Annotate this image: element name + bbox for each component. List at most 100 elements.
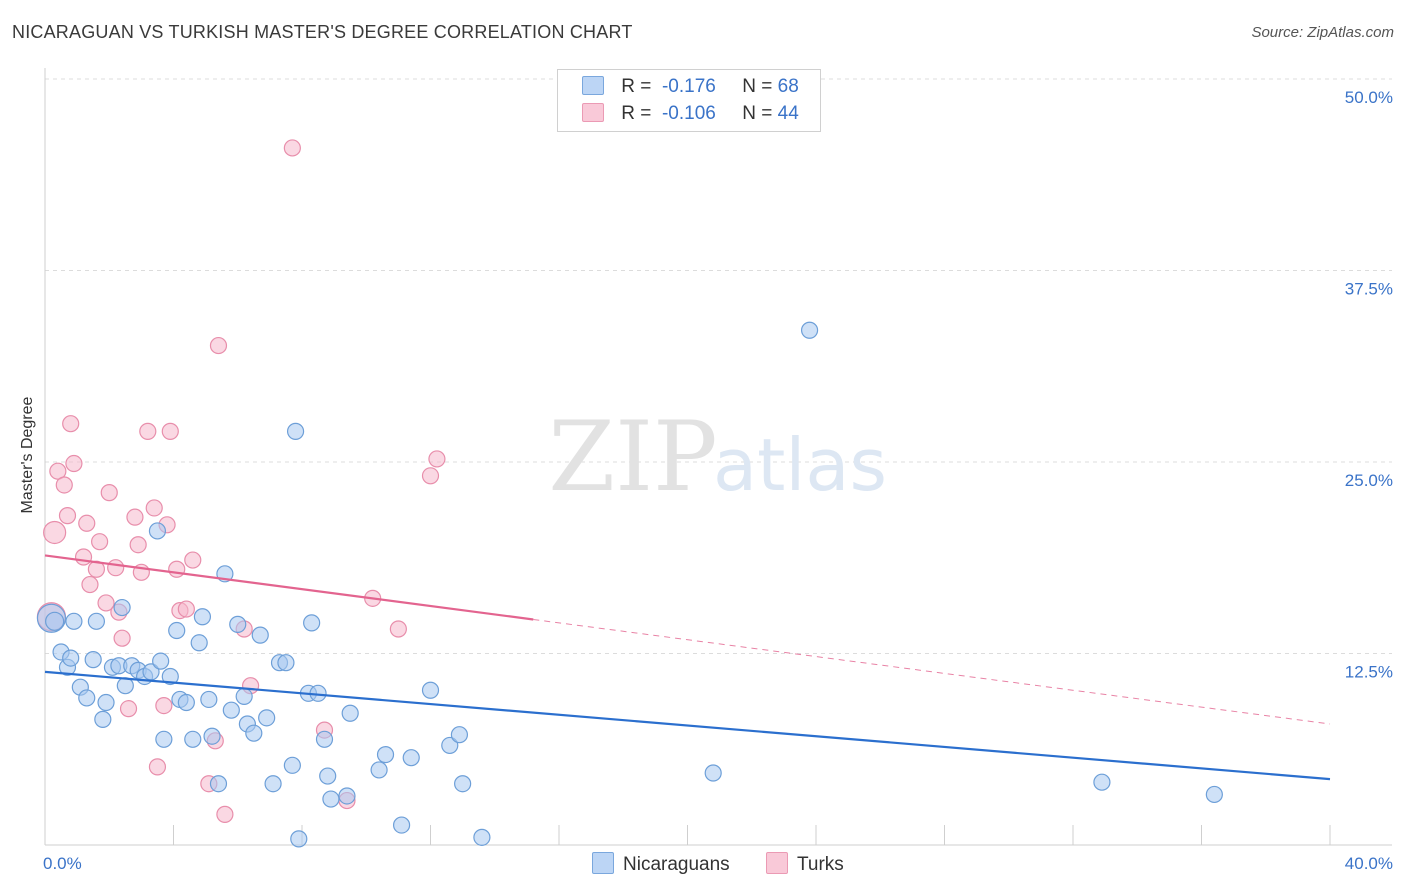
correlation-legend: R = -0.176 N = 68 R = -0.106 N = 44: [557, 69, 821, 132]
trend-lines: [44, 554, 1331, 781]
legend-n-label: N =: [742, 76, 773, 97]
nicaraguan-point: [322, 790, 340, 808]
nicaraguan-point: [62, 649, 80, 667]
gridlines: [45, 78, 1392, 654]
x-tick-label: 40.0%: [1345, 854, 1393, 873]
turk-point: [168, 560, 186, 578]
x-tick-labels: 0.0% 40.0%: [43, 854, 1393, 873]
nicaraguan-point: [258, 709, 276, 727]
turk-point: [126, 508, 144, 526]
nicaraguan-point: [277, 654, 295, 672]
turk-point: [62, 415, 80, 433]
pink-swatch: [766, 852, 788, 874]
nicaraguan-point: [370, 761, 388, 779]
nicaraguan-point: [303, 614, 321, 632]
nicaraguan-point: [251, 626, 269, 644]
turk-point: [283, 139, 301, 157]
turk-point: [65, 454, 83, 473]
nicaraguan-point: [704, 764, 722, 782]
nicaraguan-point: [1093, 773, 1111, 791]
legend-n-label: N =: [742, 103, 773, 124]
nicaraguan-point: [78, 689, 96, 707]
turk-point: [209, 336, 228, 355]
nicaraguan-point: [193, 608, 212, 626]
nicaraguan-point: [319, 767, 337, 785]
legend-n-value: 44: [777, 103, 799, 124]
bottom-legend-turks: Turks: [766, 852, 844, 876]
legend-row-nicaraguans: R = -0.176 N = 68: [582, 75, 799, 99]
nicaraguan-point: [1205, 785, 1223, 804]
legend-r-value: -0.106: [661, 103, 716, 124]
nicaraguan-point: [148, 522, 167, 540]
turk-point: [155, 696, 173, 715]
nicaraguan-point: [315, 730, 334, 748]
turk-point: [78, 514, 96, 532]
nicaraguan-point: [87, 612, 106, 630]
legend-r-label: R =: [621, 76, 652, 97]
y-tick-label: 50.0%: [1345, 88, 1393, 107]
chart-title: NICARAGUAN VS TURKISH MASTER'S DEGREE CO…: [12, 22, 633, 42]
turk-point: [184, 551, 202, 569]
nicaraguan-point: [450, 726, 469, 744]
nicaraguans-trend-line: [44, 670, 1331, 781]
nicaraguans-points: [36, 321, 1223, 848]
nicaraguan-point: [235, 687, 253, 705]
y-tick-label: 37.5%: [1345, 280, 1393, 299]
nicaraguan-point: [800, 321, 819, 339]
legend-n-value: 68: [777, 76, 799, 97]
nicaraguan-point: [290, 830, 308, 848]
pink-swatch: [582, 103, 604, 122]
nicaraguan-point: [283, 756, 301, 774]
nicaraguan-point: [222, 701, 240, 719]
nicaraguan-point: [168, 621, 186, 640]
source-label: Source: ZipAtlas.com: [1251, 24, 1394, 41]
nicaraguan-point: [184, 730, 202, 748]
nicaraguan-point: [338, 787, 356, 805]
nicaraguan-point: [155, 730, 173, 748]
y-tick-labels: 12.5% 25.0% 37.5% 50.0%: [1345, 88, 1393, 682]
turks-points: [36, 139, 446, 823]
nicaraguan-point: [421, 681, 440, 699]
nicaraguan-point: [177, 693, 195, 712]
turk-point: [389, 620, 407, 638]
turk-point: [139, 422, 157, 440]
turk-point: [113, 629, 131, 647]
nicaraguan-point: [94, 710, 112, 728]
nicaraguan-point: [190, 634, 208, 652]
nicaraguan-point: [264, 775, 282, 793]
nicaraguan-point: [454, 775, 472, 793]
legend-r-value: -0.176: [661, 76, 716, 97]
nicaraguan-point: [229, 615, 247, 633]
nicaraguan-point: [245, 724, 263, 742]
turk-point: [43, 520, 67, 545]
nicaraguan-point: [84, 651, 102, 669]
bottom-legend-label: Nicaraguans: [623, 854, 730, 875]
turk-point: [74, 548, 93, 566]
nicaraguan-point: [286, 422, 305, 440]
watermark-zip: ZIP: [548, 401, 717, 513]
nicaraguan-point: [203, 727, 221, 745]
legend-r-label: R =: [621, 103, 652, 124]
turk-point: [49, 462, 67, 480]
turk-point: [129, 536, 147, 554]
turks-trend-line: [44, 554, 534, 621]
turk-point: [216, 805, 234, 823]
nicaraguan-point: [392, 816, 411, 834]
turk-point: [107, 559, 125, 577]
nicaraguan-point: [209, 775, 228, 793]
turk-point: [100, 484, 118, 502]
nicaraguan-point: [161, 667, 179, 686]
nicaraguan-point: [441, 736, 459, 755]
nicaraguan-point: [402, 749, 420, 767]
nicaraguan-point: [341, 704, 359, 722]
nicaraguan-point: [97, 693, 115, 712]
turk-point: [55, 476, 73, 494]
turks-trend-line-dashed: [533, 618, 1331, 725]
watermark-atlas: atlas: [713, 423, 887, 507]
nicaraguan-point: [200, 690, 218, 709]
turk-point: [58, 507, 77, 525]
turk-point: [91, 533, 109, 551]
legend-row-turks: R = -0.106 N = 44: [582, 102, 799, 126]
nicaraguan-point: [113, 598, 131, 617]
nicaraguan-point: [152, 652, 170, 670]
